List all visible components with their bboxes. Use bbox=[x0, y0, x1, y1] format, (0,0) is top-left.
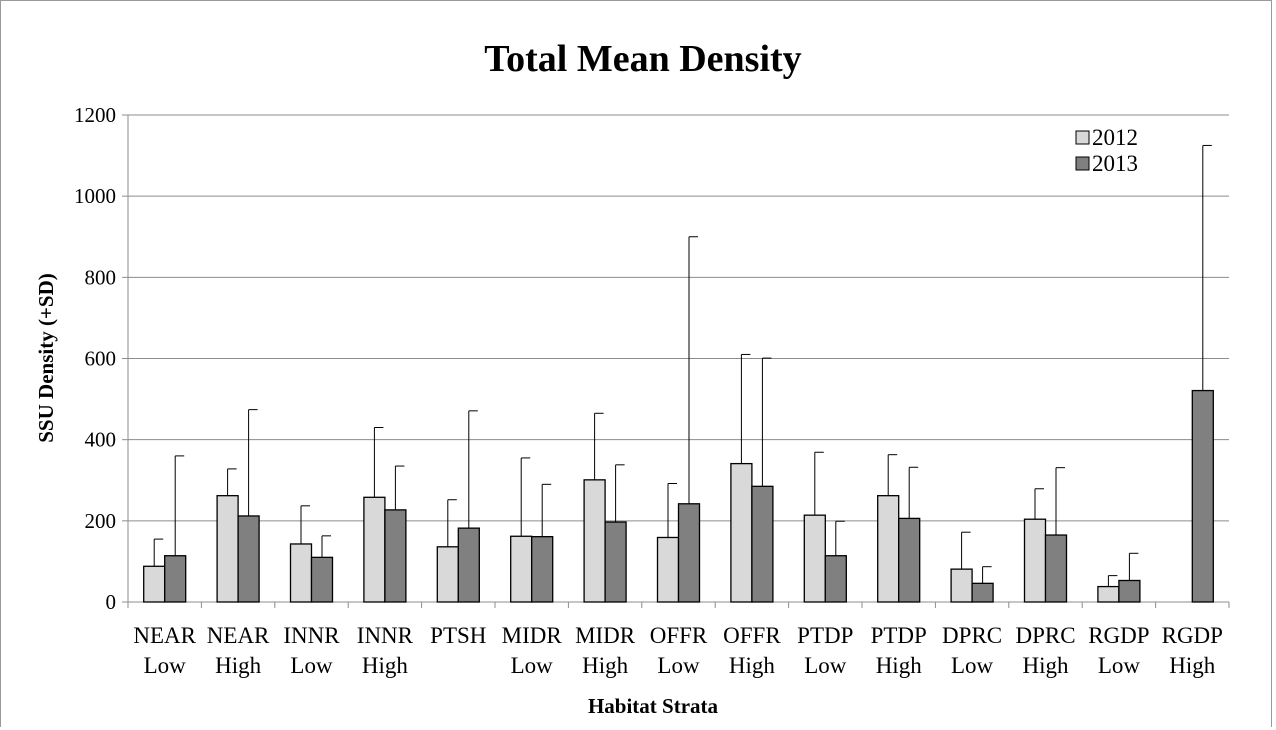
y-tick-label: 1000 bbox=[74, 184, 116, 208]
x-category-sublabel: Low bbox=[1098, 653, 1141, 678]
x-category-label: RGDP bbox=[1162, 623, 1223, 648]
bar-2013-rgdp-high bbox=[1191, 389, 1214, 603]
y-tick-label: 800 bbox=[85, 265, 117, 289]
x-category-sublabel: High bbox=[582, 653, 629, 678]
bar-2012-near-high bbox=[216, 495, 239, 603]
bar-2013-innr-high bbox=[384, 509, 407, 603]
x-category-labels: NEAR Low NEAR High INNR Low INNR High PTSH MIDR Lo… bbox=[133, 623, 1223, 678]
x-category-sublabel: High bbox=[1169, 653, 1216, 678]
x-category-label: MIDR bbox=[575, 623, 636, 648]
bar-2013-midr-high bbox=[604, 521, 627, 603]
y-tick-labels: 0 200 400 600 800 1000 1200 bbox=[74, 103, 116, 614]
bar-2012-ptdp-low bbox=[803, 514, 826, 603]
x-category-label: OFFR bbox=[723, 623, 781, 648]
legend-swatch-2012 bbox=[1075, 130, 1090, 145]
bar-2013-offr-low bbox=[677, 503, 701, 603]
x-category-sublabel: Low bbox=[511, 653, 554, 678]
x-category-label: INNR bbox=[283, 623, 340, 648]
bar-2012-offr-low bbox=[656, 536, 680, 603]
x-category-label: DPRC bbox=[942, 623, 1002, 648]
bar-2012-midr-low bbox=[510, 535, 533, 603]
y-tick-label: 0 bbox=[106, 590, 117, 614]
bar-2013-ptdp-low bbox=[824, 555, 847, 603]
x-category-label: PTDP bbox=[871, 623, 927, 648]
bar-2013-dprc-high bbox=[1044, 534, 1068, 603]
bar-2012-ptsh bbox=[436, 546, 459, 603]
x-category-sublabel: Low bbox=[804, 653, 847, 678]
y-axis-title: SSU Density (+SD) bbox=[34, 273, 58, 443]
error-bars bbox=[153, 144, 1212, 587]
x-category-sublabel: Low bbox=[144, 653, 187, 678]
bar-2013-near-high bbox=[237, 515, 260, 603]
y-tick-label: 200 bbox=[85, 509, 117, 533]
x-category-label: PTDP bbox=[797, 623, 853, 648]
bar-2012-innr-low bbox=[289, 543, 313, 603]
bar-2012-dprc-high bbox=[1023, 518, 1047, 603]
x-category-sublabel: High bbox=[876, 653, 923, 678]
bar-2013-near-low bbox=[164, 555, 187, 603]
x-category-label: NEAR bbox=[207, 623, 270, 648]
bar-2012-rgdp-low bbox=[1097, 585, 1120, 603]
x-category-sublabel: Low bbox=[951, 653, 994, 678]
bar-2013-midr-low bbox=[531, 536, 554, 603]
x-axis-title: Habitat Strata bbox=[588, 694, 719, 718]
x-category-label: MIDR bbox=[502, 623, 563, 648]
bar-2012-offr-high bbox=[730, 462, 753, 603]
bar-2013-dprc-low bbox=[971, 582, 994, 603]
bar-2013-rgdp-low bbox=[1118, 579, 1141, 603]
bar-2013-ptsh bbox=[457, 527, 480, 603]
x-category-sublabel: High bbox=[215, 653, 262, 678]
legend-swatch-2013 bbox=[1075, 156, 1090, 171]
y-tick-label: 600 bbox=[85, 347, 117, 371]
y-tick-label: 400 bbox=[85, 428, 117, 452]
x-category-sublabel: Low bbox=[290, 653, 333, 678]
legend-label-2013: 2013 bbox=[1092, 151, 1138, 176]
x-category-label: DPRC bbox=[1015, 623, 1075, 648]
x-category-sublabel: Low bbox=[657, 653, 700, 678]
bar-2012-near-low bbox=[143, 565, 166, 603]
x-category-sublabel: High bbox=[1023, 653, 1070, 678]
bar-2013-innr-low bbox=[310, 556, 334, 603]
x-category-label: OFFR bbox=[650, 623, 708, 648]
chart-title: Total Mean Density bbox=[484, 38, 801, 80]
bar-2012-midr-high bbox=[583, 479, 606, 603]
legend-label-2012: 2012 bbox=[1092, 125, 1138, 150]
bars bbox=[143, 389, 1214, 603]
x-category-label: PTSH bbox=[430, 623, 486, 648]
x-category-label: NEAR bbox=[133, 623, 196, 648]
gridlines bbox=[128, 114, 1229, 522]
x-category-label: INNR bbox=[357, 623, 414, 648]
x-category-sublabel: High bbox=[729, 653, 776, 678]
bar-2012-dprc-low bbox=[950, 568, 973, 603]
x-category-sublabel: High bbox=[362, 653, 409, 678]
axes bbox=[122, 114, 1230, 608]
bar-2012-innr-high bbox=[363, 496, 386, 603]
bar-2012-ptdp-high bbox=[877, 495, 900, 603]
y-tick-label: 1200 bbox=[74, 103, 116, 127]
bar-2013-offr-high bbox=[751, 485, 774, 603]
bar-2013-ptdp-high bbox=[898, 517, 921, 603]
x-category-label: RGDP bbox=[1088, 623, 1149, 648]
